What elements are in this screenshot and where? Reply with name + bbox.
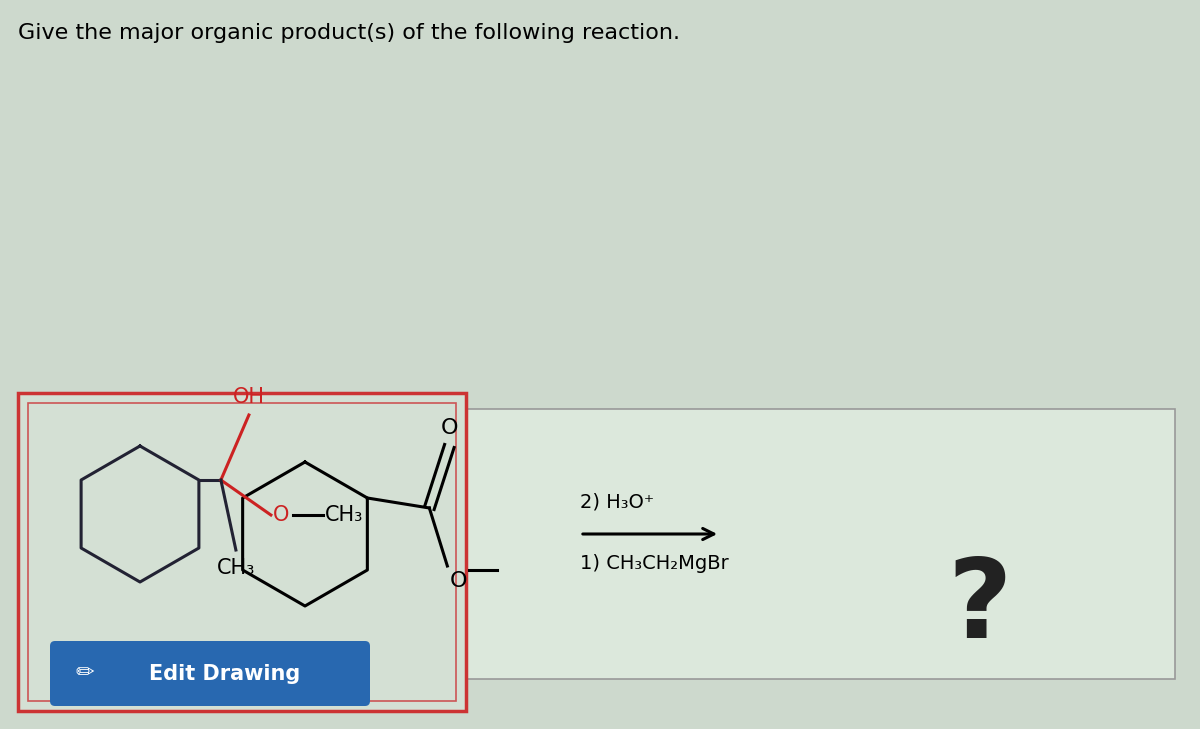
Text: O: O bbox=[449, 571, 467, 591]
Polygon shape bbox=[18, 393, 466, 711]
Polygon shape bbox=[18, 409, 1175, 679]
Text: O: O bbox=[440, 418, 458, 438]
Text: ✏: ✏ bbox=[76, 663, 95, 684]
Text: Give the major organic product(s) of the following reaction.: Give the major organic product(s) of the… bbox=[18, 23, 680, 43]
Text: 2) H₃O⁺: 2) H₃O⁺ bbox=[580, 492, 654, 511]
Text: 1) CH₃CH₂MgBr: 1) CH₃CH₂MgBr bbox=[580, 554, 728, 573]
Text: OH: OH bbox=[233, 387, 265, 407]
Text: Edit Drawing: Edit Drawing bbox=[149, 663, 301, 684]
Text: CH₃: CH₃ bbox=[217, 558, 256, 578]
Text: CH₃: CH₃ bbox=[325, 505, 364, 525]
Text: O: O bbox=[272, 505, 289, 525]
Text: ?: ? bbox=[948, 554, 1013, 661]
FancyBboxPatch shape bbox=[50, 641, 370, 706]
